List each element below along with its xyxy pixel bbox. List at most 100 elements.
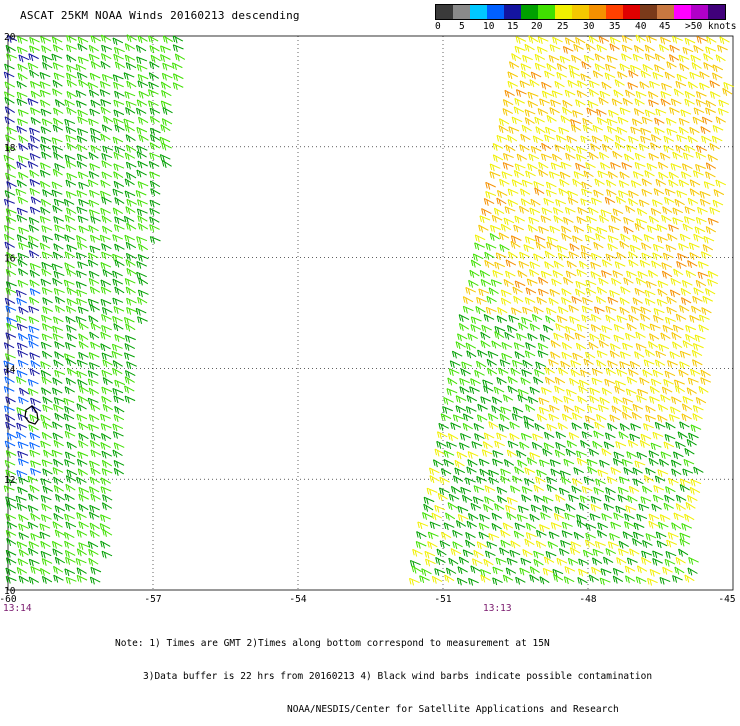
wind-barb xyxy=(671,407,681,414)
wind-barb xyxy=(643,370,653,377)
wind-barb xyxy=(29,542,39,549)
wind-barb xyxy=(528,92,538,99)
wind-barb xyxy=(469,578,479,585)
wind-barb xyxy=(173,83,183,90)
wind-barb xyxy=(497,377,507,384)
wind-barb xyxy=(641,71,651,78)
wind-barb xyxy=(486,182,496,189)
wind-barb xyxy=(91,468,100,475)
wind-barb xyxy=(137,146,147,153)
wind-barb xyxy=(17,470,27,477)
wind-barb xyxy=(670,290,680,297)
wind-barb xyxy=(483,442,492,449)
wind-barb xyxy=(90,530,99,537)
wind-barb xyxy=(472,442,482,449)
wind-barb xyxy=(504,279,514,286)
wind-barb xyxy=(76,282,86,289)
wind-barb xyxy=(77,235,87,242)
wind-barb xyxy=(91,404,100,411)
wind-barb xyxy=(537,530,547,537)
wind-barb xyxy=(67,470,77,477)
wind-barb xyxy=(5,64,15,71)
wind-barb xyxy=(137,209,147,216)
wind-barb xyxy=(625,154,634,161)
wind-barb xyxy=(104,116,113,123)
wind-barb xyxy=(54,566,63,573)
wind-barb xyxy=(594,487,604,494)
wind-barb xyxy=(616,506,626,513)
wind-barb xyxy=(653,551,663,558)
wind-barb xyxy=(53,278,62,285)
wind-barb xyxy=(658,415,668,422)
wind-barb xyxy=(653,370,663,377)
wind-barb xyxy=(31,197,41,204)
wind-barb xyxy=(55,234,65,241)
wind-barb xyxy=(551,352,560,359)
wind-barb xyxy=(30,207,40,214)
wind-barb xyxy=(712,136,722,143)
wind-barb xyxy=(635,288,645,295)
wind-barb xyxy=(595,422,605,429)
wind-barb xyxy=(697,36,707,43)
wind-barb xyxy=(674,269,683,276)
wind-barb xyxy=(611,162,621,169)
wind-barb xyxy=(649,100,659,107)
wind-barb xyxy=(557,64,567,71)
wind-barb xyxy=(19,524,29,531)
wind-barb xyxy=(42,252,52,259)
wind-barb xyxy=(589,449,599,456)
wind-barb xyxy=(17,432,27,439)
wind-barb xyxy=(623,405,633,412)
wind-barb xyxy=(619,181,629,188)
wind-barb xyxy=(538,351,548,358)
wind-barb xyxy=(55,413,64,420)
wind-barb xyxy=(517,154,527,161)
wind-barb xyxy=(552,91,562,98)
wind-barb xyxy=(468,460,478,467)
wind-barb xyxy=(525,351,535,358)
wind-barb xyxy=(42,324,52,331)
wind-barb xyxy=(619,477,629,484)
wind-barb xyxy=(474,550,484,557)
wind-barb xyxy=(607,477,617,484)
wind-barb xyxy=(65,532,75,539)
wind-barb xyxy=(508,377,517,384)
wind-barb xyxy=(673,576,683,583)
wind-barb xyxy=(679,370,689,377)
wind-barb xyxy=(617,127,627,134)
wind-barb xyxy=(42,460,52,467)
wind-barb xyxy=(18,110,28,117)
wind-barb xyxy=(665,72,675,79)
wind-barb xyxy=(651,443,661,450)
wind-barb xyxy=(114,307,124,314)
wind-barb xyxy=(458,334,468,341)
wind-barb xyxy=(650,81,660,88)
wind-barb xyxy=(136,308,146,315)
wind-barb xyxy=(613,397,622,404)
wind-barb xyxy=(30,353,40,360)
wind-barb xyxy=(17,92,27,99)
wind-barb xyxy=(688,495,698,502)
wind-barb xyxy=(614,513,624,520)
wind-barb xyxy=(64,280,74,287)
wind-barb xyxy=(599,278,608,285)
wind-barb xyxy=(67,245,77,252)
wind-barb xyxy=(101,424,111,431)
wind-barb xyxy=(126,253,136,260)
wind-barb xyxy=(126,101,136,108)
wind-barb xyxy=(570,244,579,251)
wind-barb xyxy=(675,199,685,206)
note-line-2: 3)Data buffer is 22 hrs from 20160213 4)… xyxy=(115,671,652,682)
wind-barb xyxy=(560,172,570,179)
wind-barb xyxy=(43,397,52,404)
wind-barb xyxy=(91,342,101,349)
wind-barb xyxy=(17,298,27,305)
wind-barb xyxy=(507,450,516,457)
wind-barb xyxy=(526,523,536,530)
wind-barb xyxy=(627,271,637,278)
wind-barb xyxy=(417,532,427,539)
wind-barb xyxy=(479,459,489,466)
wind-barb xyxy=(44,450,53,457)
wind-barb xyxy=(67,325,77,332)
wind-barb xyxy=(149,90,159,97)
